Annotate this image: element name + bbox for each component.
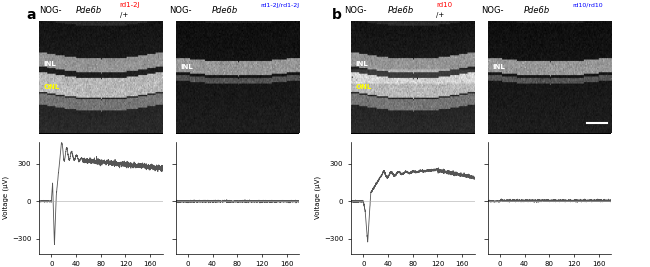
Text: /+: /+ xyxy=(120,12,128,18)
Text: Pde6b: Pde6b xyxy=(524,6,550,15)
Text: rd10: rd10 xyxy=(436,2,452,8)
Text: Pde6b: Pde6b xyxy=(75,6,101,15)
Text: INL: INL xyxy=(44,61,57,67)
Text: Pde6b: Pde6b xyxy=(212,6,238,15)
Text: NOG-: NOG- xyxy=(344,6,367,15)
Text: ONL: ONL xyxy=(44,84,60,90)
Text: NOG-: NOG- xyxy=(169,6,192,15)
Text: a: a xyxy=(26,8,36,22)
Y-axis label: Voltage (μV): Voltage (μV) xyxy=(3,176,9,219)
Text: INL: INL xyxy=(180,64,193,70)
Text: ONL: ONL xyxy=(356,84,372,90)
Text: b: b xyxy=(332,8,341,22)
Text: INL: INL xyxy=(492,64,505,70)
Text: rd1-2J: rd1-2J xyxy=(120,2,140,8)
Text: rd1-2J/rd1-2J: rd1-2J/rd1-2J xyxy=(261,3,300,8)
Y-axis label: Voltage (μV): Voltage (μV) xyxy=(315,176,321,219)
Text: NOG-: NOG- xyxy=(481,6,504,15)
Text: rd10/rd10: rd10/rd10 xyxy=(573,3,603,8)
Text: NOG-: NOG- xyxy=(39,6,62,15)
Text: Pde6b: Pde6b xyxy=(387,6,413,15)
Text: /+: /+ xyxy=(436,12,444,18)
Text: INL: INL xyxy=(356,61,369,67)
